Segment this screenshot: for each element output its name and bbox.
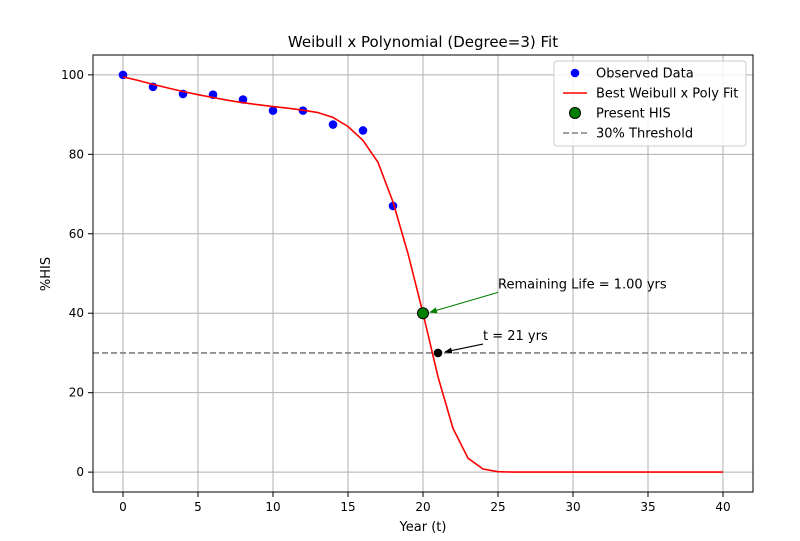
x-tick-label: 30 — [565, 500, 580, 514]
annotation-arrow — [429, 291, 499, 314]
observed-point — [328, 120, 338, 129]
grid-layer — [93, 55, 753, 492]
legend-label: Present HIS — [596, 107, 671, 122]
x-tick-label: 35 — [640, 500, 655, 514]
x-tick-label: 40 — [715, 500, 730, 514]
y-tick-label: 100 — [61, 68, 84, 82]
x-axis-label: Year (t) — [399, 520, 447, 535]
annotation-arrow — [444, 343, 484, 354]
y-tick-label: 20 — [69, 386, 84, 400]
y-tick-label: 40 — [69, 306, 84, 320]
legend: Observed Data Best Weibull x Poly Fit Pres… — [553, 60, 747, 147]
y-tick-label: 80 — [69, 147, 84, 161]
annotation-label: t = 21 yrs — [483, 329, 548, 344]
legend-items: Observed Data Best Weibull x Poly Fit Pres… — [563, 67, 738, 142]
x-tick-label: 20 — [415, 500, 430, 514]
legend-label: 30% Threshold — [596, 127, 693, 142]
y-tick-label: 60 — [69, 227, 84, 241]
series-layer — [118, 70, 723, 473]
legend-marker-present — [569, 107, 581, 119]
tick-layer: 0 5 10 15 20 25 30 35 40 0 20 40 60 80 100 — [61, 68, 731, 514]
y-tick-label: 0 — [76, 465, 84, 479]
annotation-label: Remaining Life = 1.00 yrs — [498, 277, 667, 292]
y-axis-label: %HIS — [39, 257, 54, 291]
fit-line — [122, 76, 723, 473]
x-tick-label: 5 — [194, 500, 202, 514]
present-his-point — [417, 307, 429, 320]
legend-label: Best Weibull x Poly Fit — [596, 87, 738, 102]
x-tick-label: 15 — [340, 500, 355, 514]
observed-point — [358, 126, 368, 135]
observed-point — [268, 106, 278, 115]
annotation-layer: Remaining Life = 1.00 yrs t = 21 yrs — [417, 277, 667, 358]
x-tick-label: 10 — [265, 500, 280, 514]
legend-label: Observed Data — [596, 67, 694, 82]
x-tick-label: 25 — [490, 500, 505, 514]
threshold-crossing-point — [433, 348, 443, 358]
chart-title: Weibull x Polynomial (Degree=3) Fit — [288, 33, 558, 51]
x-tick-label: 0 — [119, 500, 127, 514]
legend-marker-observed — [570, 68, 580, 78]
legend-box — [553, 60, 747, 147]
